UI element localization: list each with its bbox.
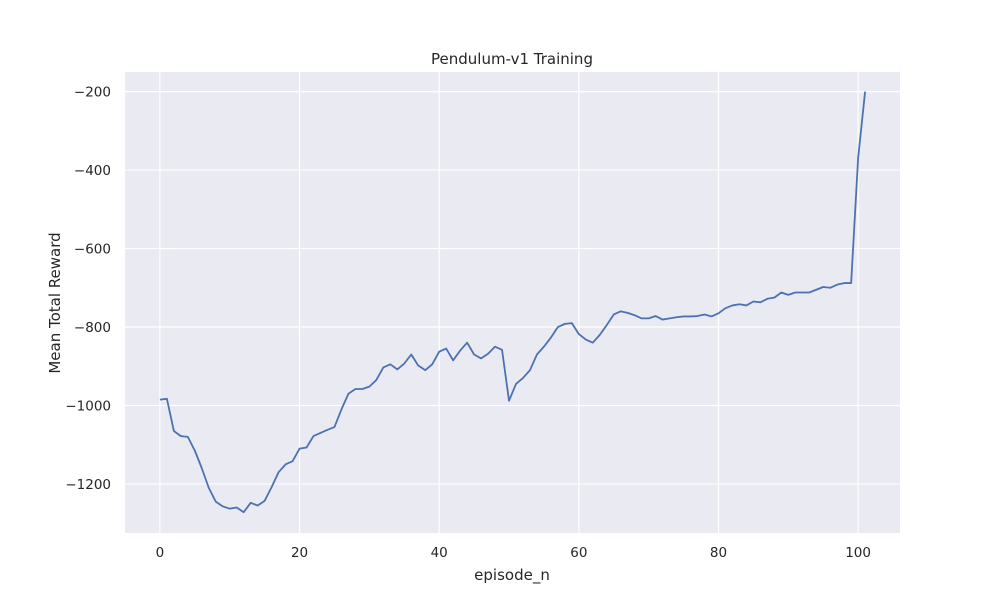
y-tick-label: −800 (74, 320, 111, 336)
x-tick-label: 100 (845, 545, 871, 561)
y-tick-label: −1000 (65, 398, 111, 414)
series-line (159, 91, 866, 514)
grid (125, 72, 900, 533)
chart-title: Pendulum-v1 Training (431, 50, 593, 68)
y-axis-label: Mean Total Reward (46, 232, 64, 373)
x-axis-label: episode_n (474, 566, 550, 585)
x-tick-label: 0 (156, 545, 165, 561)
x-tick-label: 60 (570, 545, 587, 561)
x-tick-label: 20 (291, 545, 308, 561)
tick-labels: 0 20 40 60 80 100 −1200 −1000 −800 −600 −400 −200 (65, 85, 871, 561)
plot-background (125, 72, 900, 533)
y-tick-label: −400 (74, 163, 111, 179)
y-tick-label: −600 (74, 242, 111, 258)
x-tick-label: 80 (710, 545, 727, 561)
series-layer (159, 91, 866, 514)
y-tick-label: −200 (74, 85, 111, 101)
y-tick-label: −1200 (65, 477, 111, 493)
x-tick-label: 40 (431, 545, 448, 561)
